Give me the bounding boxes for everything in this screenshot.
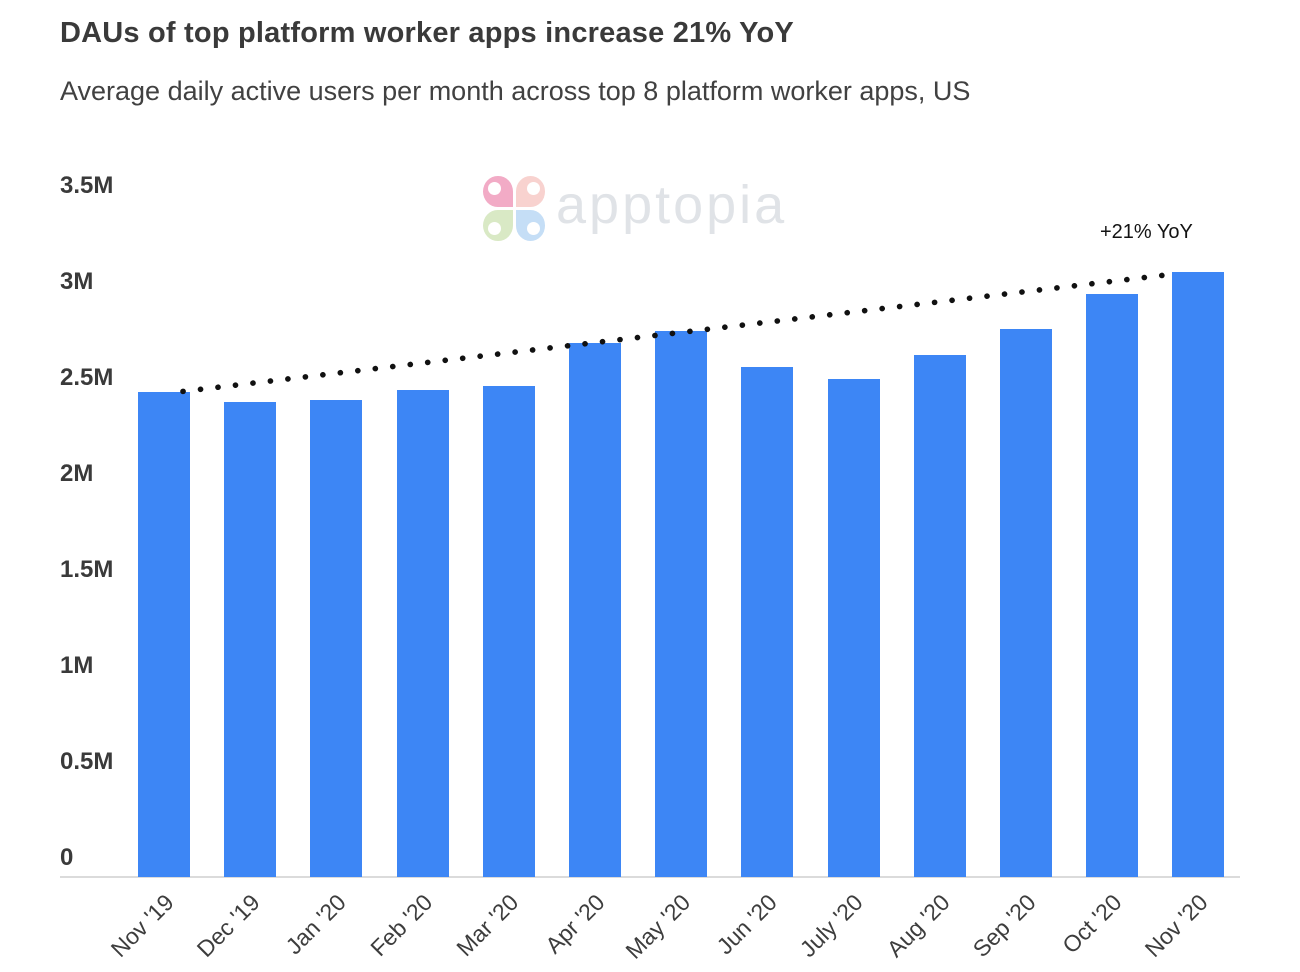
y-axis-tick-label: 2M	[60, 460, 94, 487]
y-axis-tick-label: 3M	[60, 268, 94, 295]
bar-Jan '20	[310, 400, 363, 877]
bar-Feb '20	[396, 390, 449, 877]
y-axis-tick-label: 1.5M	[60, 556, 114, 583]
logo-petal-pink	[483, 176, 513, 207]
y-axis-tick-label: 0.5M	[60, 748, 114, 775]
bar-Apr '20	[569, 343, 621, 877]
bar-Dec '19	[224, 402, 277, 877]
x-axis-tick-label: Nov '20	[1139, 889, 1213, 963]
chart-subtitle: Average daily active users per month acr…	[60, 76, 971, 106]
yoy-annotation: +21% YoY	[1100, 221, 1193, 243]
bar-Sep '20	[1000, 329, 1052, 877]
x-axis-tick-label: Nov '19	[105, 889, 179, 963]
x-axis-tick-label: Dec '19	[191, 889, 265, 963]
bar-Mar '20	[482, 386, 535, 877]
y-axis-tick-label: 3.5M	[60, 172, 114, 199]
bar-Aug '20	[913, 354, 966, 877]
logo-petal-green	[483, 210, 513, 241]
bar-Oct '20	[1086, 293, 1139, 877]
x-axis-tick-label: May '20	[620, 889, 696, 964]
x-axis-tick-label: Jun '20	[711, 889, 782, 960]
x-axis-tick-label: Jan '20	[280, 889, 351, 960]
y-axis-tick-label: 1M	[60, 652, 94, 679]
bar-Jun '20	[741, 366, 794, 877]
x-axis-tick-label: July '20	[794, 889, 868, 963]
x-axis-tick-label: Oct '20	[1057, 889, 1127, 959]
x-axis-tick-label: Aug '20	[881, 889, 955, 963]
x-axis-line	[60, 876, 1240, 878]
x-axis-tick-label: Mar '20	[451, 889, 524, 962]
bar-Nov '19	[138, 392, 190, 877]
apptopia-logo-icon	[483, 176, 545, 241]
x-axis-tick-label: Sep '20	[967, 889, 1041, 963]
bar-Nov '20	[1172, 272, 1225, 877]
bar-July '20	[827, 378, 880, 877]
y-axis-tick-label: 0	[60, 844, 74, 871]
logo-petal-red	[515, 176, 545, 207]
x-axis-tick-label: Feb '20	[364, 889, 437, 962]
logo-petal-blue	[515, 210, 545, 241]
x-axis-tick-label: Apr '20	[539, 889, 610, 959]
y-axis-tick-label: 2.5M	[60, 364, 114, 391]
apptopia-watermark: apptopia	[483, 175, 883, 242]
brand-name: apptopia	[556, 175, 788, 235]
bar-May '20	[655, 331, 708, 877]
chart-title: DAUs of top platform worker apps increas…	[60, 17, 794, 49]
